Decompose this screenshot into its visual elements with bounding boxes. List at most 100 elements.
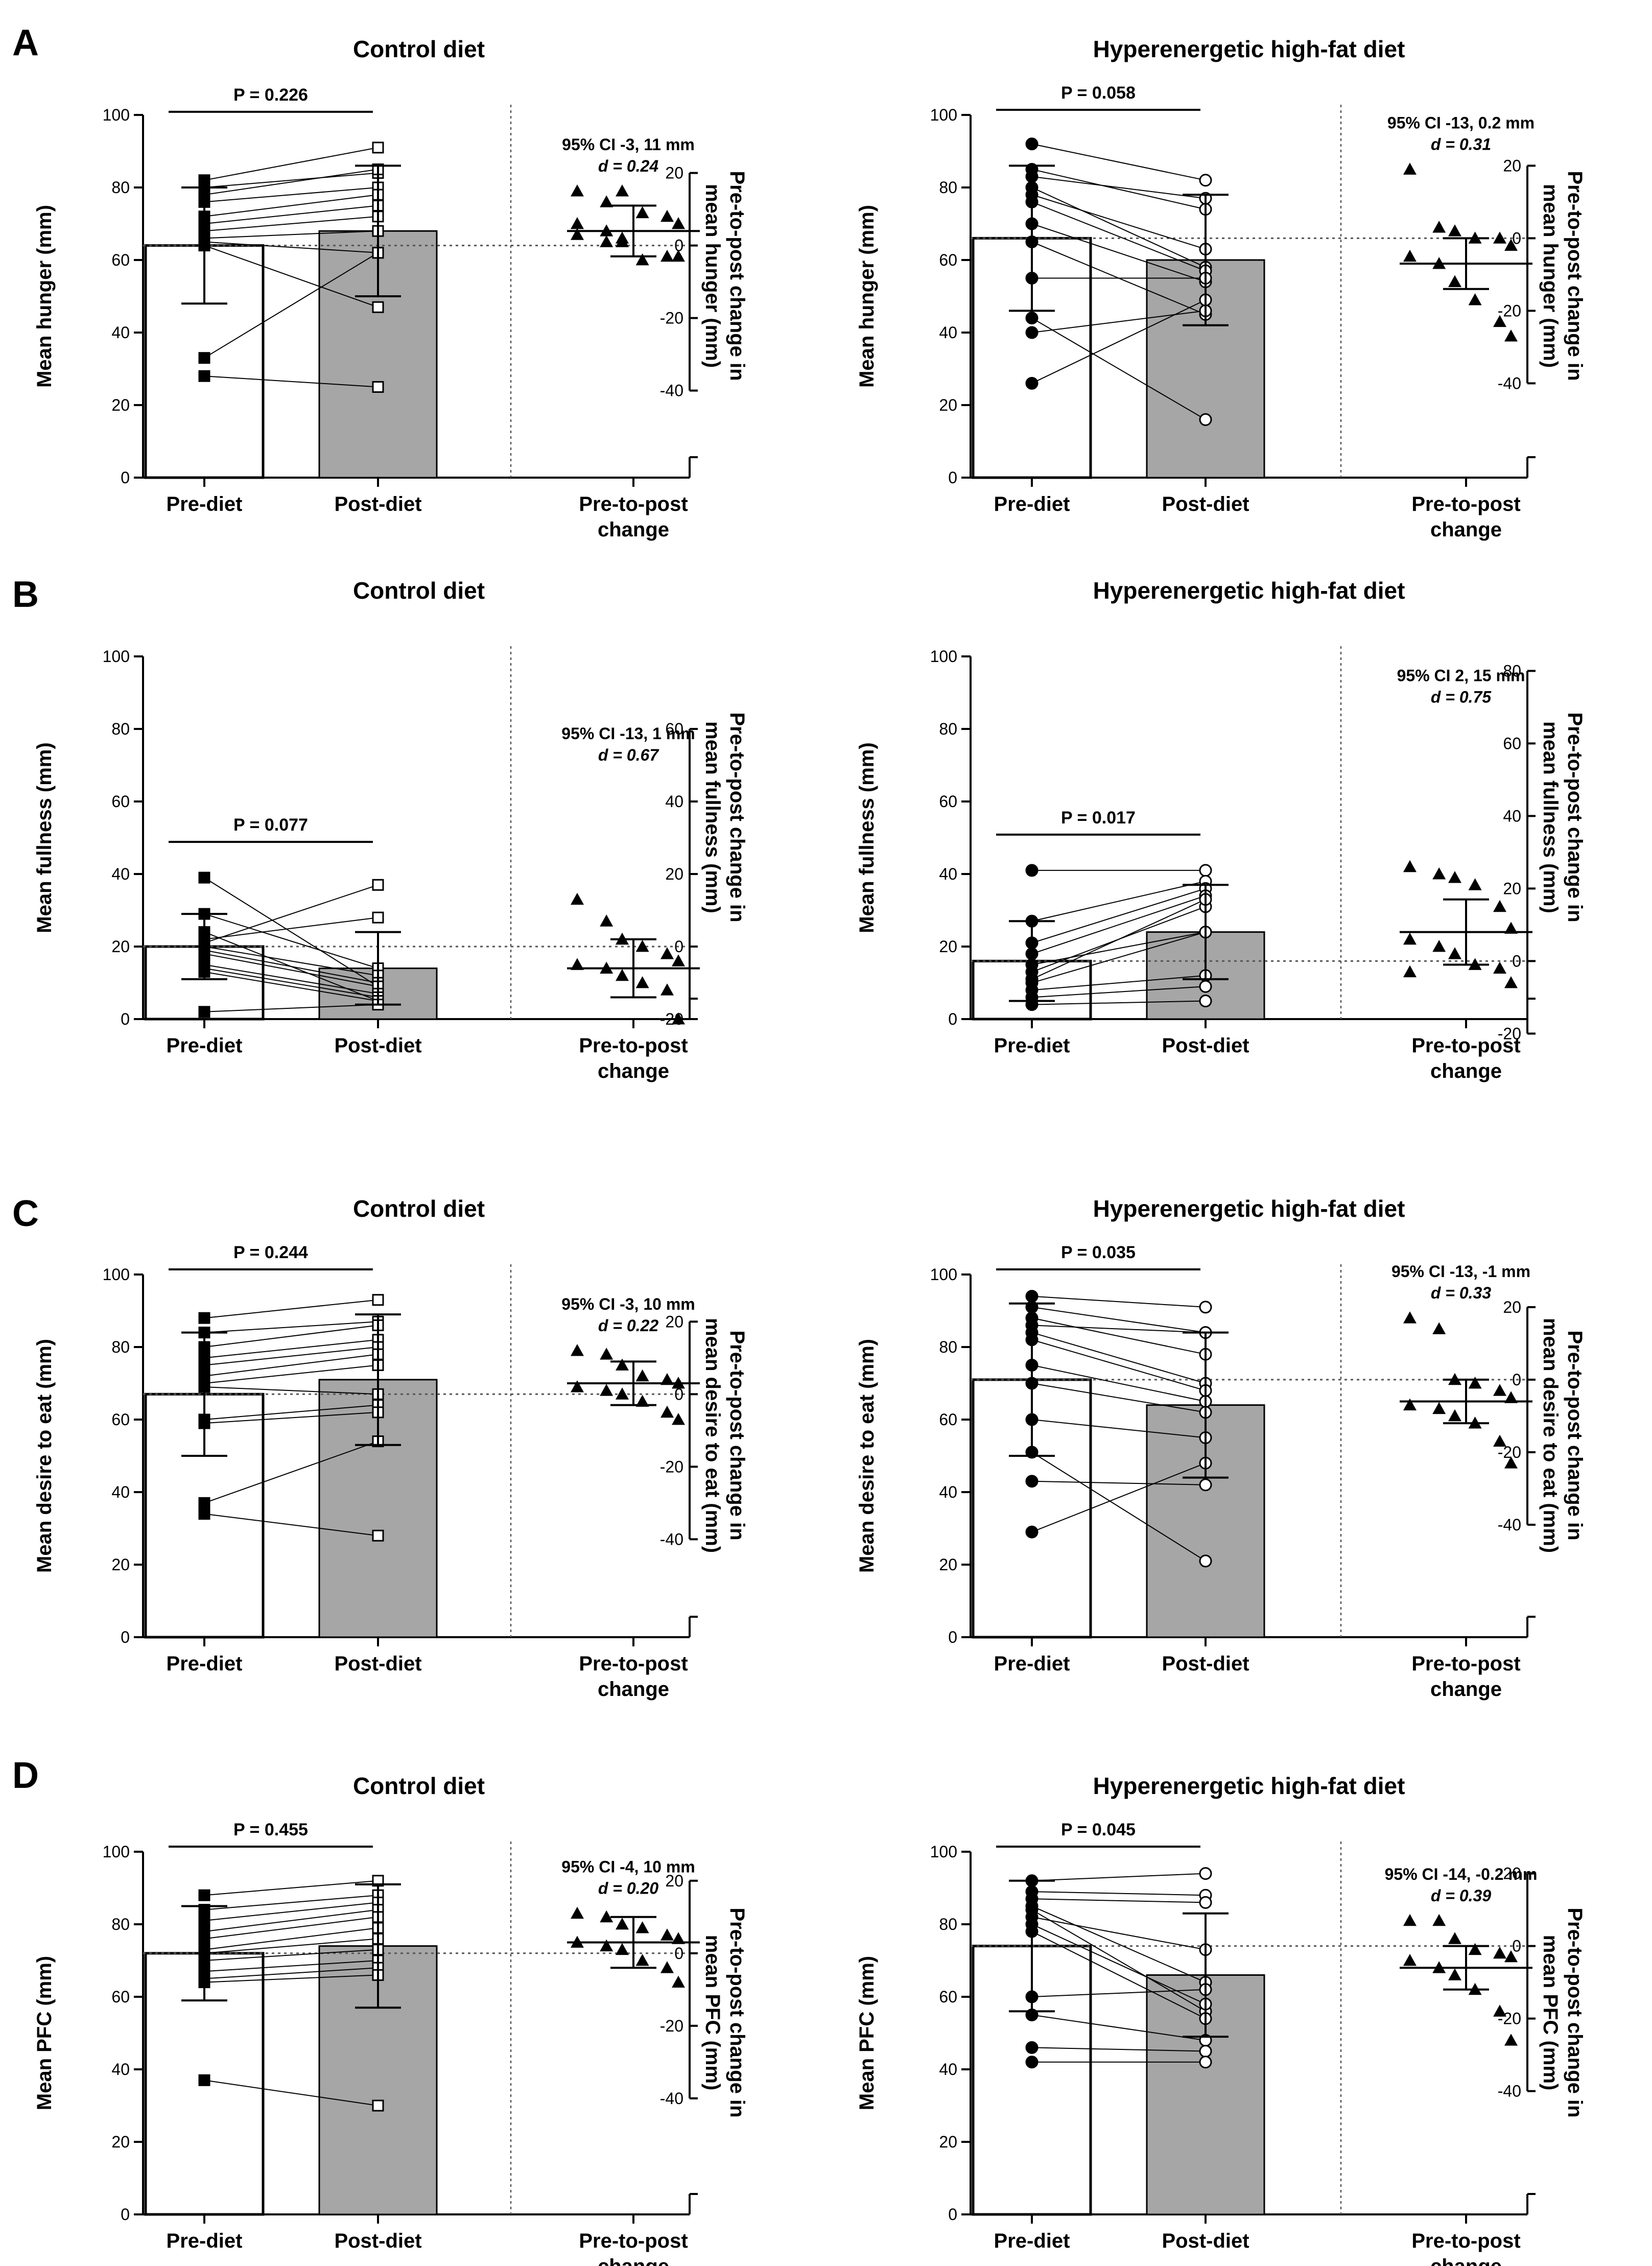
paired-line [204, 1004, 379, 1012]
y2-tick-label: 20 [1503, 879, 1521, 898]
x-category-label-change-line1: Pre-to-post [1411, 1653, 1520, 1675]
data-point-change [1432, 940, 1446, 952]
y-tick-label: 60 [111, 1988, 130, 2006]
data-point-pre [198, 352, 210, 364]
y2-tick-label: -40 [1498, 1516, 1521, 1534]
data-point-change [1504, 239, 1518, 251]
data-point-change [600, 235, 613, 247]
x-category-label-change-line1: Pre-to-post [579, 493, 688, 515]
y2-tick-label: -40 [1498, 2082, 1521, 2100]
data-point-post [372, 301, 384, 313]
data-point-pre [198, 370, 210, 382]
x-category-label-change-line1: Pre-to-post [579, 2230, 688, 2252]
data-point-pre [1025, 2041, 1039, 2054]
paired-line [1031, 1462, 1206, 1533]
ci-annotation: 95% CI -13, 1 mm [561, 724, 695, 743]
chart-C-hyper: Hyperenergetic high-fat diet 0 20 40 60 80 100… [856, 1195, 1586, 1701]
data-point-post [372, 2099, 384, 2112]
y2-axis-label-line: mean fullness (mm) [1539, 721, 1562, 913]
data-point-change [616, 231, 629, 244]
chart-D-control: Control diet 0 20 40 60 80 100 Mean PFC (mm) Pre… [33, 1773, 748, 2266]
ci-annotation: 95% CI -3, 10 mm [561, 1295, 695, 1313]
data-point-pre [1025, 1475, 1039, 1488]
p-value-label: P = 0.045 [1061, 1820, 1136, 1839]
paired-line [204, 230, 379, 239]
data-point-pre [1025, 1525, 1039, 1539]
x-category-label-change-line2: change [1430, 518, 1502, 541]
x-category-label-change-line1: Pre-to-post [1411, 2230, 1520, 2252]
y-tick-label: 40 [939, 323, 957, 342]
y-tick-label: 100 [103, 1843, 130, 1861]
y2-tick-label: -40 [660, 382, 683, 400]
paired-line [1031, 223, 1206, 282]
paired-line [204, 1386, 379, 1395]
p-value-label: P = 0.077 [233, 815, 308, 835]
paired-line [204, 1354, 379, 1377]
x-category-label-change: Pre-to-post change [1411, 1653, 1520, 1701]
x-category-label-post: Post-diet [334, 493, 421, 515]
y2-tick-label: 0 [1512, 1371, 1521, 1389]
data-point-change [672, 954, 685, 966]
data-point-change [600, 195, 613, 207]
paired-line [1031, 1898, 1206, 1903]
data-point-post [1199, 2056, 1212, 2069]
y2-tick-label: 0 [674, 1385, 683, 1403]
data-point-change [616, 1943, 629, 1955]
y2-axis-label: Pre-to-post change inmean desire to eat … [701, 1318, 748, 1553]
data-point-change [571, 1344, 584, 1356]
data-point-post [1199, 1867, 1212, 1880]
data-point-change [672, 1012, 685, 1025]
data-point-pre [198, 1497, 210, 1509]
paired-line [1031, 1306, 1206, 1333]
y2-axis-label-line: mean desire to eat (mm) [1539, 1318, 1562, 1553]
y2-tick-label: -20 [1498, 301, 1521, 320]
effect-size-annotation: d = 0.67 [598, 746, 660, 764]
data-point-change [600, 1384, 613, 1396]
paired-line [1031, 1891, 1206, 1896]
data-point-change [616, 1387, 629, 1400]
data-point-change [1448, 947, 1461, 959]
y-tick-label: 0 [948, 468, 957, 487]
x-category-label-pre: Pre-diet [994, 1034, 1070, 1057]
data-point-change [1432, 221, 1446, 233]
y-tick-label: 40 [939, 865, 957, 883]
paired-line [1031, 1452, 1206, 1562]
data-point-change [672, 217, 685, 229]
x-category-label-change: Pre-to-post change [1411, 2230, 1520, 2266]
y-tick-label: 0 [121, 1628, 130, 1646]
data-point-change [1504, 1456, 1518, 1469]
y-axis-label: Mean desire to eat (mm) [856, 1339, 878, 1573]
y-tick-label: 60 [939, 251, 957, 269]
data-point-change [635, 1921, 649, 1933]
paired-line [204, 1960, 379, 1972]
paired-line [204, 1325, 379, 1348]
p-value-label: P = 0.058 [1061, 83, 1136, 103]
y-axis-label: Mean desire to eat (mm) [33, 1339, 56, 1573]
data-point-change [1448, 871, 1461, 883]
paired-line [1031, 194, 1206, 250]
data-point-change [1493, 1434, 1506, 1447]
paired-line [204, 216, 379, 232]
paired-line [204, 877, 379, 987]
data-point-change [571, 228, 584, 240]
data-point-change [571, 184, 584, 197]
data-point-change [635, 940, 649, 952]
paired-line [204, 375, 379, 388]
paired-line [204, 147, 379, 181]
ci-annotation: 95% CI -14, -0.2 mm [1385, 1865, 1538, 1883]
ci-annotation: 95% CI -13, 0.2 mm [1387, 114, 1535, 132]
data-point-change [1468, 878, 1482, 890]
data-point-change [1504, 1391, 1518, 1403]
data-point-change [1448, 1409, 1461, 1422]
paired-line [204, 1974, 379, 1983]
y-tick-label: 100 [930, 1265, 957, 1284]
x-category-label-pre: Pre-diet [167, 2230, 243, 2252]
paired-line [204, 953, 379, 987]
data-point-post [372, 879, 384, 891]
y-tick-label: 60 [939, 1988, 957, 2006]
x-category-label-change-line2: change [598, 1678, 669, 1701]
x-category-label-pre: Pre-diet [167, 493, 243, 515]
data-point-change [571, 958, 584, 970]
data-point-change [660, 1961, 674, 1973]
p-value-label: P = 0.226 [233, 85, 308, 105]
